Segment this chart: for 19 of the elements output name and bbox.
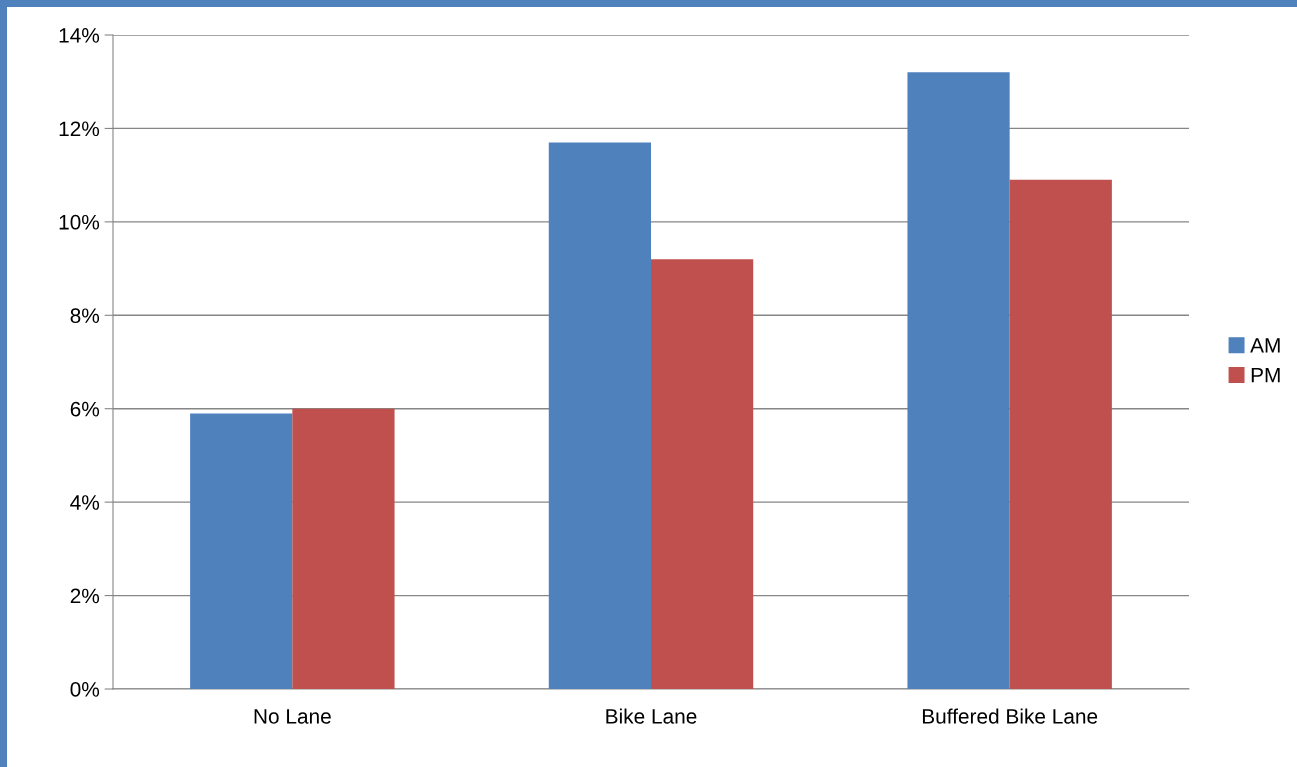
legend-label: AM [1250,338,1280,353]
y-tick-label: 0% [70,682,100,697]
bar [190,413,293,689]
y-tick-label: 14% [59,28,100,43]
bar [651,259,754,689]
y-tick-label: 6% [70,401,100,417]
y-tick-label: 10% [59,214,100,230]
x-tick-label: Buffered Bike Lane [922,708,1098,724]
y-tick-label: 12% [59,121,100,137]
bar [548,142,651,689]
bar [292,408,395,689]
x-tick-label: Bike Lane [606,708,697,724]
y-tick-label: 4% [70,495,100,510]
bar [1009,179,1112,689]
x-tick-label: No Lane [254,709,331,724]
y-tick-label: 8% [70,308,100,324]
bar [907,72,1010,689]
y-tick-label: 2% [70,588,100,604]
legend-label: PM [1251,367,1280,383]
